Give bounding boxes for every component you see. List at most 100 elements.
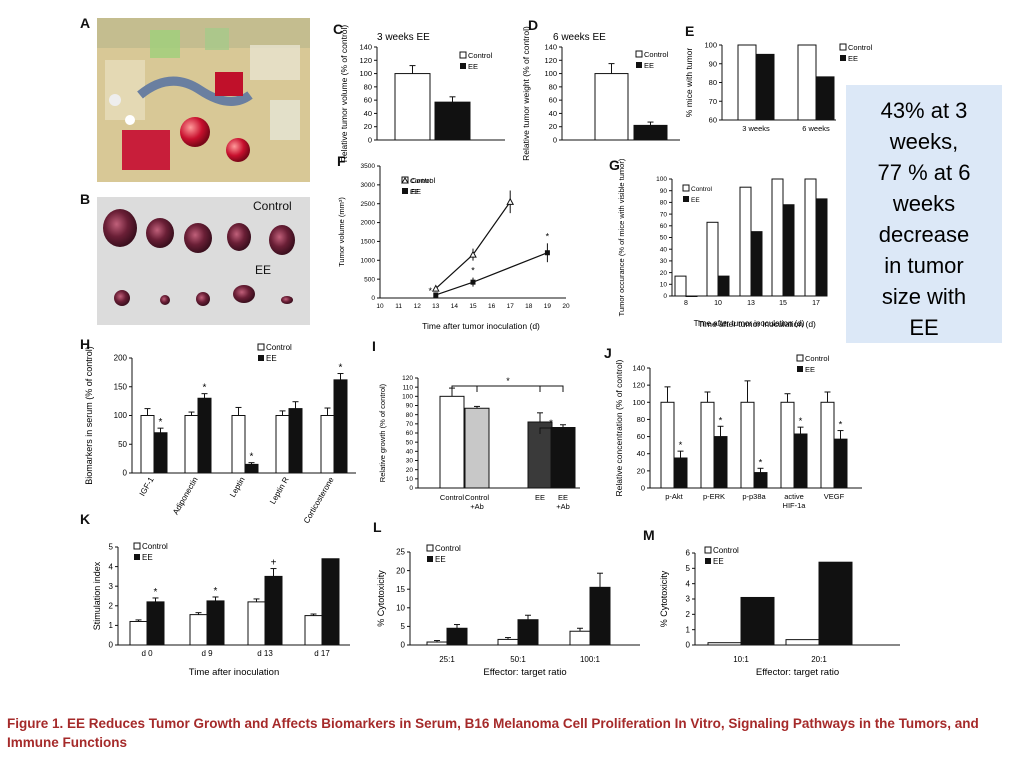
bar-control [660,401,675,489]
y-tick-label: 1 [109,621,114,630]
panel-letter-l: L [373,519,382,535]
legend-swatch-ee [840,55,846,61]
bar-control [594,73,629,141]
y-tick-label: 140 [632,364,645,373]
bar-control [674,275,687,297]
bar-ee [146,601,165,646]
x-axis-label: Effector: target ratio [756,667,839,678]
y-tick-label: 0 [371,295,375,302]
bar-control [771,178,784,297]
legend-label: Control [435,544,461,553]
y-tick-label: 5 [109,543,114,552]
y-tick-label: 100 [704,41,717,50]
y-tick-label: 40 [406,449,414,456]
x-tick-label: 15 [469,303,477,310]
y-tick-label: 80 [660,200,668,207]
x-tick-label: 20 [562,303,570,310]
bar-ee [833,438,848,489]
legend-marker-ee [402,188,407,193]
legend-label: EE [435,555,446,564]
y-tick-label: 30 [406,458,414,465]
bar-ee [713,436,728,489]
panel-letter-f: F [337,153,346,169]
legend-label: EE [691,197,700,204]
sig-bracket [451,385,564,392]
panel-letter-k: K [80,511,90,527]
significance-marker: * [159,417,163,428]
sig-bracket [539,427,564,434]
legend-label: EE [142,553,153,562]
x-tick-label: 17 [812,300,820,307]
y-tick-label: 30 [660,258,668,265]
legend-label: EE [713,557,724,566]
bar-ee [517,619,539,646]
y-tick-label: 90 [709,59,717,68]
legend-label: EE [644,61,654,70]
bar-ee [434,101,471,141]
panel-letter-j: J [604,345,612,361]
y-tick-label: 1500 [361,239,376,246]
y-tick-label: 20 [549,122,557,131]
y-tick-label: 60 [660,223,668,230]
y-tick-label: 90 [406,403,414,410]
bar-ee [755,53,775,121]
y-tick-label: 110 [403,384,414,391]
y-axis-label: % Cytotoxicity [376,570,386,627]
bar-control [189,614,208,646]
y-axis-label: Relative tumor weight (% of control) [521,26,531,161]
y-tick-label: 1 [686,625,691,634]
significance-marker: * [549,418,553,428]
bar-control [275,415,290,474]
bar-ee [206,600,225,646]
y-tick-label: 0 [109,641,114,650]
x-tick-label: 25:1 [439,655,455,664]
bar-ee [818,561,853,646]
x-tick-label: 3 weeks [742,124,770,133]
y-tick-label: 0 [663,293,667,300]
legend-label: EE [266,354,277,363]
y-axis-label: Biomarkers in serum (% of control) [84,346,94,485]
bar-control [707,642,742,646]
photo-label-ee: EE [255,263,271,277]
bar-control [820,401,835,489]
chart-title: 6 weeks EE [553,32,606,43]
x-tick-label: Corticosterone [302,475,336,525]
legend-swatch-control [796,354,804,362]
panel-letter-h: H [80,336,90,352]
legend-swatch-control [133,542,141,550]
y-tick-label: 20 [660,270,668,277]
legend-swatch-control [704,546,712,554]
legend-label: Control [411,176,436,185]
significance-marker: + [271,558,277,569]
significance-marker: * [214,586,218,597]
significance-marker: * [471,265,475,275]
panel-b-photo: Control EE [97,197,310,325]
y-tick-label: 150 [114,382,128,391]
legend-swatch-control [635,50,643,58]
y-axis-label: Relative concentration (% of control) [614,359,624,496]
y-tick-label: 5 [401,622,406,631]
significance-marker: * [250,452,254,463]
bar-ee [321,558,340,646]
bar-ee [288,408,303,474]
significance-marker: * [679,440,683,451]
x-tick-label: 18 [525,303,533,310]
panel-letter-d: D [528,17,538,33]
point-ee [470,279,476,285]
bar-control [737,44,757,121]
bar-control [497,638,519,646]
legend-swatch-ee [460,63,466,69]
panel-letter-c: C [333,21,343,37]
x-tick-label: Leptin R [268,475,291,505]
x-tick-label: 16 [488,303,496,310]
legend-label: Control [644,50,669,59]
y-tick-label: 10 [660,281,668,288]
x-tick-label: 50:1 [510,655,526,664]
y-tick-label: 4 [686,579,691,588]
x-axis-label: Effector: target ratio [483,667,566,678]
y-tick-label: 1000 [361,257,376,264]
y-tick-label: 60 [709,116,717,125]
bar-ee [750,231,763,297]
bar-control [320,415,335,474]
